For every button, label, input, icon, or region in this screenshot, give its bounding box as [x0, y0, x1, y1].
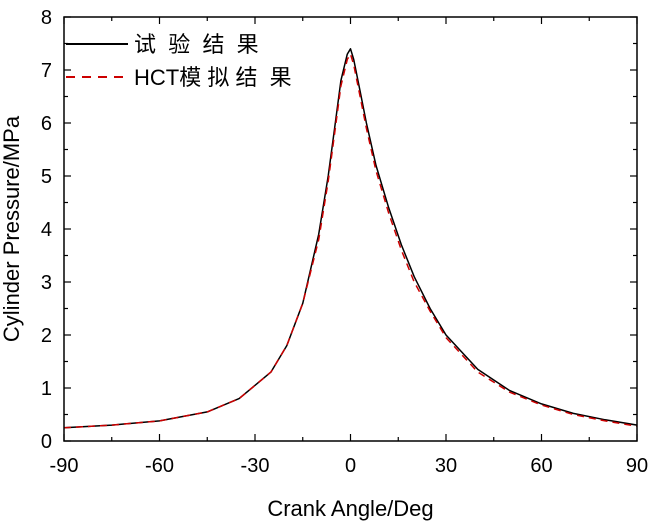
x-tick-label: -90 — [50, 455, 79, 477]
y-tick-label: 7 — [41, 60, 52, 82]
x-tick-label: 0 — [345, 455, 356, 477]
y-tick-label: 0 — [41, 431, 52, 453]
legend-label-experiment: 试 验 结 果 — [134, 32, 259, 57]
series-line-experiment — [63, 48, 638, 429]
legend: 试 验 结 果 HCT模 拟 结 果 — [66, 32, 292, 90]
x-tick-label: 90 — [626, 455, 648, 477]
x-tick-label: -60 — [145, 455, 174, 477]
legend-label-simulation: HCT模 拟 结 果 — [134, 65, 292, 90]
y-axis-label: Cylinder Pressure/MPa — [0, 115, 24, 342]
series-layer — [63, 48, 638, 429]
y-tick-label: 4 — [41, 219, 52, 241]
y-tick-label: 1 — [41, 378, 52, 400]
y-tick-label: 6 — [41, 113, 52, 135]
ticks-layer: -90 -60 -30 0 30 60 90 0 1 2 3 4 5 6 7 8 — [41, 7, 648, 477]
y-tick-label: 5 — [41, 166, 52, 188]
x-tick-label: 60 — [530, 455, 552, 477]
x-axis-label: Crank Angle/Deg — [267, 496, 433, 521]
y-tick-label: 8 — [41, 7, 52, 29]
y-tick-label: 3 — [41, 272, 52, 294]
series-line-simulation — [63, 53, 638, 429]
x-tick-label: 30 — [435, 455, 457, 477]
x-tick-label: -30 — [241, 455, 270, 477]
y-tick-label: 2 — [41, 325, 52, 347]
